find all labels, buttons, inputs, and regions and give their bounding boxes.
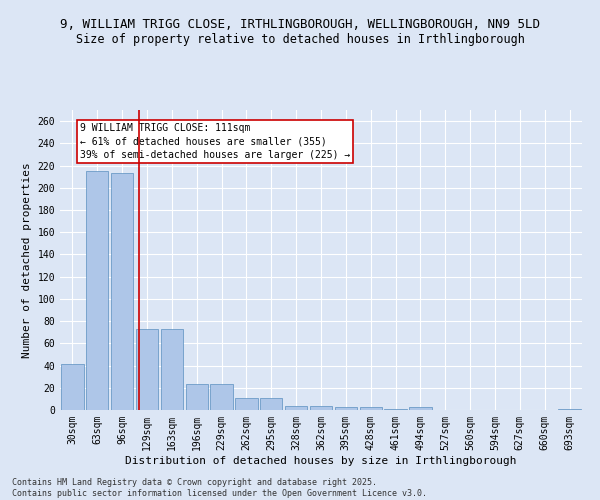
Bar <box>285 406 307 410</box>
Bar <box>111 174 133 410</box>
Bar <box>136 329 158 410</box>
Bar <box>235 398 257 410</box>
Bar <box>359 406 382 410</box>
Text: 9, WILLIAM TRIGG CLOSE, IRTHLINGBOROUGH, WELLINGBOROUGH, NN9 5LD: 9, WILLIAM TRIGG CLOSE, IRTHLINGBOROUGH,… <box>60 18 540 30</box>
Bar <box>86 171 109 410</box>
Bar <box>409 406 431 410</box>
Bar <box>310 406 332 410</box>
Y-axis label: Number of detached properties: Number of detached properties <box>22 162 32 358</box>
Bar <box>559 409 581 410</box>
Bar <box>61 364 83 410</box>
Text: Size of property relative to detached houses in Irthlingborough: Size of property relative to detached ho… <box>76 32 524 46</box>
Bar <box>335 406 357 410</box>
Bar <box>185 384 208 410</box>
Bar <box>385 409 407 410</box>
Text: Contains HM Land Registry data © Crown copyright and database right 2025.
Contai: Contains HM Land Registry data © Crown c… <box>12 478 427 498</box>
Text: 9 WILLIAM TRIGG CLOSE: 111sqm
← 61% of detached houses are smaller (355)
39% of : 9 WILLIAM TRIGG CLOSE: 111sqm ← 61% of d… <box>80 124 350 160</box>
Bar <box>211 384 233 410</box>
Bar <box>260 398 283 410</box>
Bar <box>161 329 183 410</box>
X-axis label: Distribution of detached houses by size in Irthlingborough: Distribution of detached houses by size … <box>125 456 517 466</box>
